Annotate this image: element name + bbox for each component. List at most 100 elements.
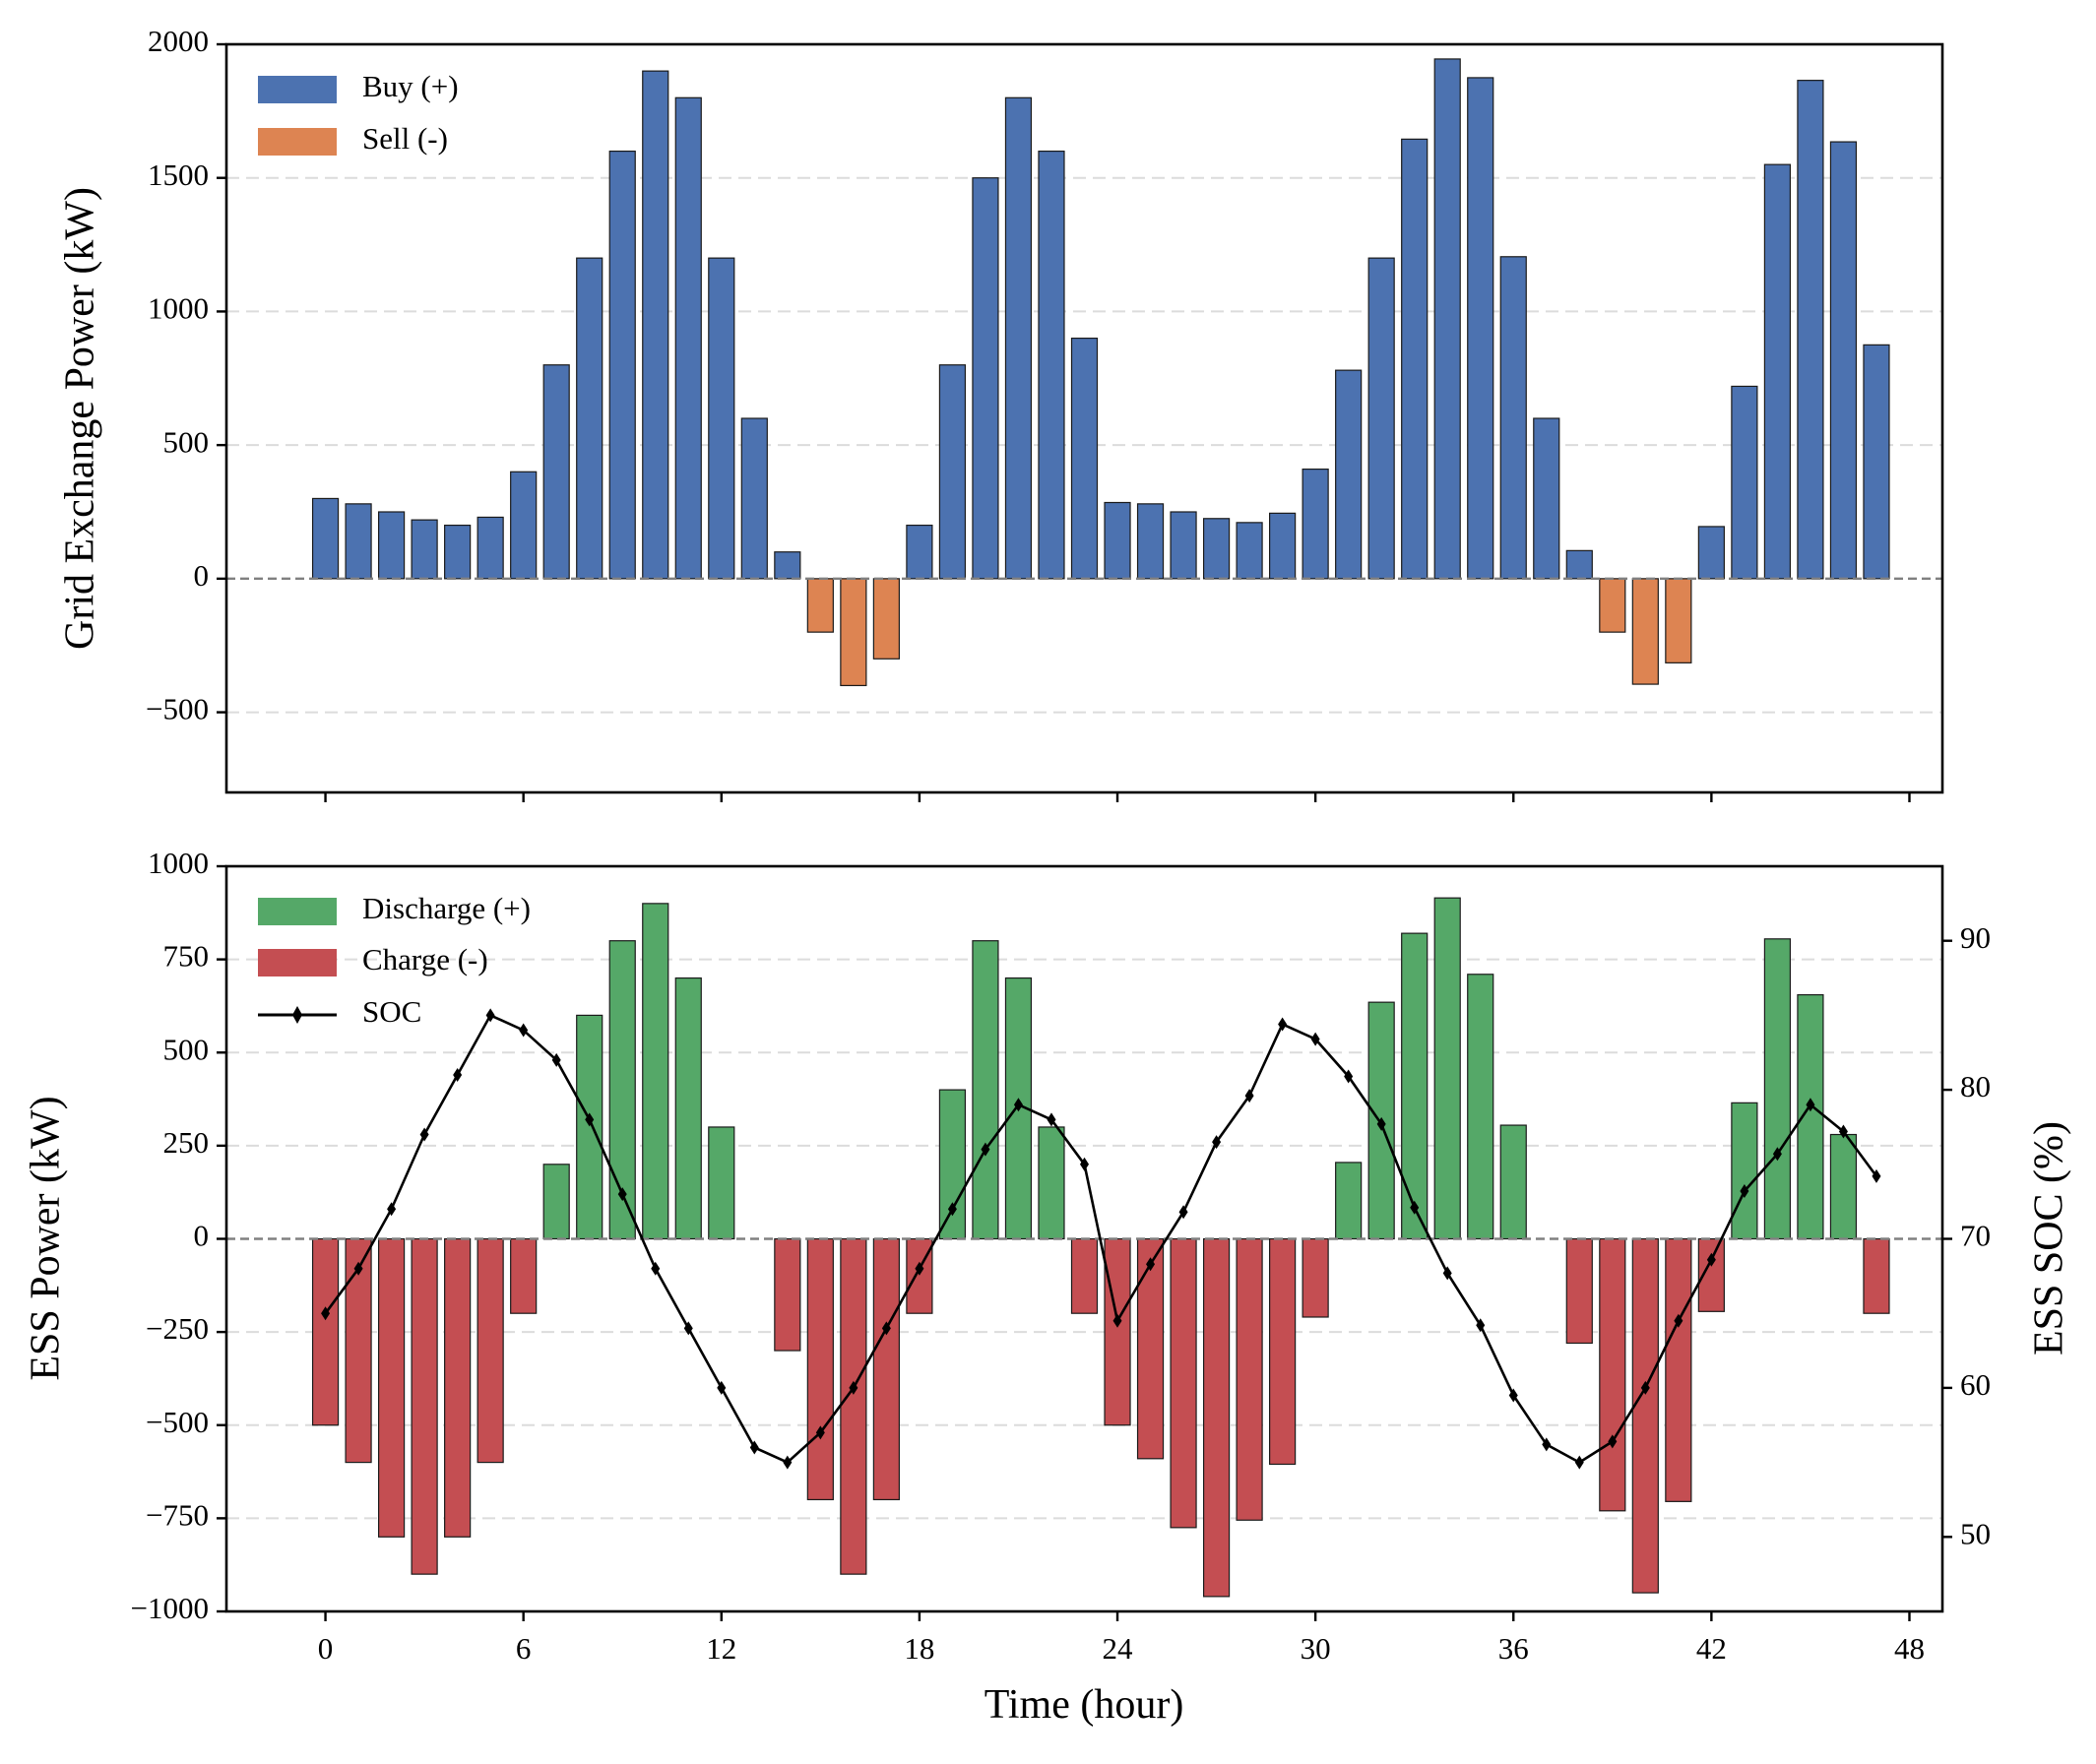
soc-point	[1278, 1017, 1288, 1032]
bottom-y2tick-label: 80	[1960, 1069, 1991, 1103]
legend-swatch-discharge	[258, 898, 337, 925]
soc-point	[1410, 1200, 1420, 1215]
soc-point	[1212, 1135, 1222, 1150]
top-ytick-label: 0	[194, 558, 210, 593]
soc-point	[1706, 1252, 1716, 1267]
buy-bar	[1499, 256, 1527, 580]
bottom-y2tick-label: 90	[1960, 920, 1991, 955]
charge-bar	[444, 1237, 472, 1538]
charge-bar	[411, 1237, 438, 1575]
charge-bar	[1136, 1237, 1165, 1460]
soc-point	[1047, 1112, 1056, 1127]
soc-point	[1872, 1168, 1881, 1183]
discharge-bar	[708, 1126, 735, 1240]
soc-point	[683, 1321, 693, 1336]
buy-bar	[1797, 80, 1824, 580]
soc-point	[585, 1112, 595, 1127]
xtick-label: 42	[1696, 1631, 1727, 1666]
charge-bar	[872, 1237, 900, 1501]
bottom-ytick-label: 250	[163, 1125, 210, 1160]
xtick-label: 36	[1498, 1631, 1529, 1666]
xtick-label: 24	[1103, 1631, 1134, 1666]
discharge-bar	[542, 1164, 570, 1240]
soc-point	[485, 1008, 495, 1023]
soc-point	[849, 1380, 858, 1395]
soc-point	[1013, 1098, 1023, 1112]
soc-point	[1674, 1313, 1683, 1328]
xtick-label: 30	[1301, 1631, 1331, 1666]
ess-panel: −1000−750−500−25002505007501000506070809…	[24, 846, 2072, 1728]
bottom-legend: Discharge (+) Charge (-) SOC	[258, 891, 531, 1029]
soc-point	[1476, 1318, 1486, 1333]
bottom-ytick-label: −750	[146, 1497, 209, 1532]
charge-bar	[510, 1237, 538, 1314]
soc-point	[1112, 1313, 1122, 1328]
charge-bar	[1665, 1237, 1692, 1502]
buy-bar	[345, 503, 372, 580]
top-ytick-label: 1500	[148, 158, 209, 192]
soc-line	[324, 1013, 1878, 1465]
xtick-label: 48	[1894, 1631, 1925, 1666]
charge-bar	[840, 1237, 867, 1575]
sell-bar	[872, 578, 900, 660]
top-ytick-label: 2000	[148, 24, 209, 58]
charge-bar	[1236, 1237, 1263, 1521]
soc-point	[1740, 1184, 1749, 1199]
buy-bar	[642, 70, 669, 580]
discharge-bar	[642, 903, 669, 1240]
sell-bar	[1599, 578, 1626, 633]
legend-swatch-buy	[258, 76, 337, 103]
buy-bar	[1302, 468, 1329, 580]
soc-point	[617, 1187, 627, 1202]
xtick-label: 12	[706, 1631, 736, 1666]
buy-bar	[1202, 518, 1231, 580]
buy-bar	[906, 524, 933, 580]
discharge-bar	[1433, 897, 1461, 1240]
discharge-bar	[1763, 938, 1792, 1240]
legend-label-discharge: Discharge (+)	[362, 891, 531, 925]
charge-bar	[476, 1237, 504, 1464]
soc-point	[1442, 1266, 1452, 1281]
charge-bar	[311, 1237, 340, 1426]
soc-point	[783, 1455, 793, 1470]
discharge-bar	[972, 940, 999, 1240]
bottom-y-axis-label: ESS Power (kW)	[24, 1096, 69, 1380]
soc-point	[1640, 1380, 1650, 1395]
buy-bar	[608, 150, 636, 580]
top-y-axis-label: Grid Exchange Power (kW)	[58, 187, 103, 650]
buy-bar	[510, 471, 538, 580]
sell-bar	[1665, 578, 1692, 663]
charge-bar	[1170, 1237, 1197, 1529]
soc-point	[815, 1425, 825, 1440]
top-ytick-label: −500	[146, 692, 209, 726]
bottom-y2tick-label: 70	[1960, 1219, 1991, 1253]
bottom-ytick-label: 1000	[148, 846, 209, 880]
bottom-plot-frame	[224, 864, 1944, 1613]
bottom-ytick-label: 750	[163, 939, 210, 974]
buy-bar	[1763, 163, 1792, 580]
legend-label-sell: Sell (-)	[362, 121, 448, 156]
buy-bar	[774, 551, 801, 580]
buy-bar	[1335, 369, 1363, 580]
soc-point	[1574, 1455, 1584, 1470]
discharge-bar	[674, 976, 702, 1240]
charge-bar	[1565, 1237, 1593, 1345]
soc-point	[717, 1380, 727, 1395]
soc-point	[981, 1142, 990, 1157]
soc-point	[1376, 1116, 1386, 1131]
soc-point	[1508, 1388, 1518, 1403]
buy-bar	[1829, 141, 1858, 580]
buy-bar	[674, 96, 702, 580]
buy-bar	[377, 511, 406, 580]
buy-bar	[444, 524, 472, 580]
buy-bar	[1731, 385, 1758, 580]
legend-swatch-charge	[258, 949, 337, 976]
xtick-label: 0	[318, 1631, 334, 1666]
discharge-bar	[938, 1089, 967, 1240]
discharge-bar	[1335, 1162, 1363, 1240]
bottom-y2-axis-label: ESS SOC (%)	[2027, 1121, 2072, 1355]
buy-bar	[1565, 549, 1593, 580]
buy-bar	[1533, 417, 1560, 580]
soc-point	[881, 1321, 891, 1336]
soc-point	[353, 1261, 363, 1276]
